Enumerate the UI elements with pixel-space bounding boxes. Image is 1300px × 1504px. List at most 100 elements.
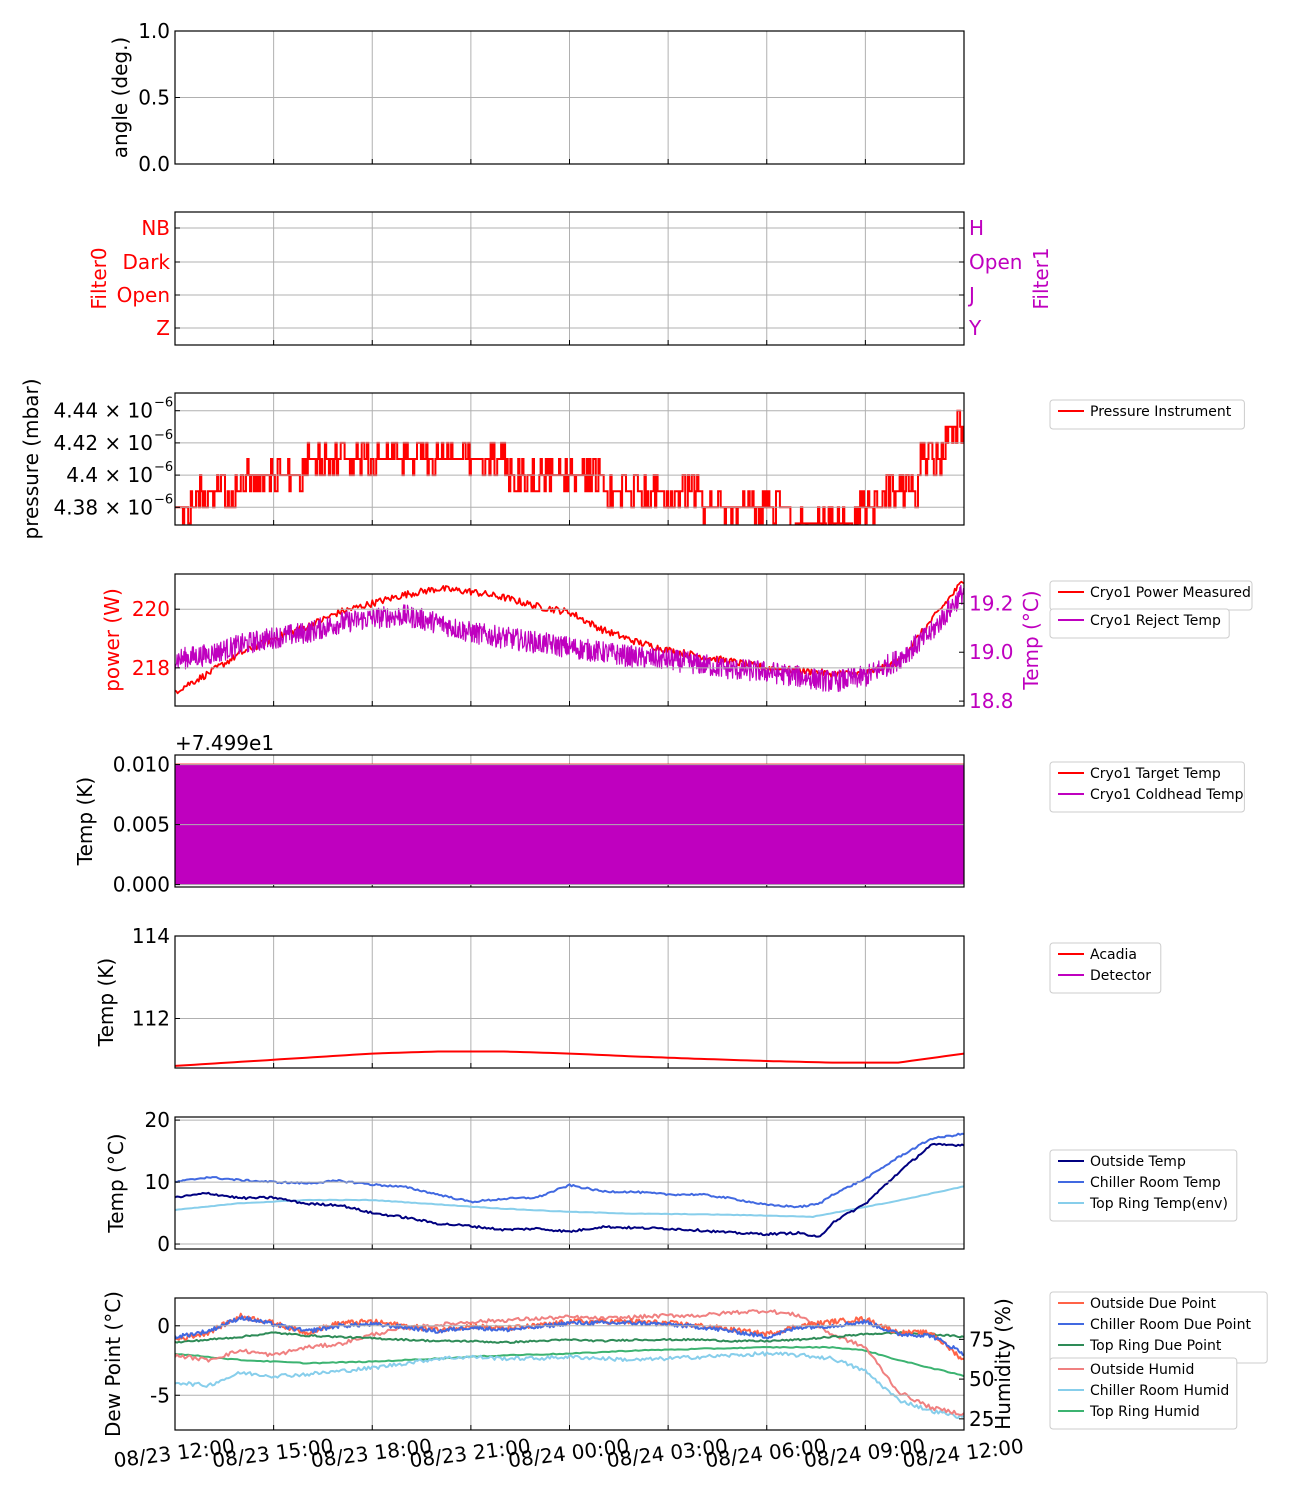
y-tick-label: 0 (157, 1314, 170, 1338)
legend: Acadia Detector (1049, 942, 1162, 994)
y-offset-text: +7.499e1 (175, 731, 274, 755)
legend: Outside Humid Chiller Room Humid Top Ring … (1049, 1357, 1238, 1430)
plot-border (174, 754, 965, 888)
y-tick-label: Open (117, 283, 170, 307)
y-tick-label-right: Y (968, 316, 982, 340)
series-line-top-ring-humid (175, 1345, 964, 1378)
legend-frame (1049, 1357, 1238, 1430)
y-axis-label: Temp (K) (73, 777, 97, 866)
y-tick-label: 0.005 (113, 813, 170, 837)
y-tick-label-right: 19.0 (969, 640, 1014, 664)
legend-label: Chiller Room Temp (1090, 1175, 1221, 1191)
legend-label: Chiller Room Due Point (1090, 1317, 1251, 1333)
panel-pressure: 4.38 × 10 −64.4 × 10 −64.42 × 10 −64.44 × 1… (19, 378, 1245, 540)
series-line-cryo1-reject-temp (175, 584, 964, 693)
legend-label: Cryo1 Power Measured (1090, 585, 1251, 601)
y-axis-label-right: Temp (°C) (1019, 590, 1043, 690)
plot-border (174, 30, 965, 165)
y-tick-label: 4.4 × 10 (66, 463, 153, 487)
y-tick-label-right: 25 (969, 1407, 994, 1431)
y-axis-label: angle (deg.) (108, 37, 132, 159)
y-tick-label: 218 (132, 656, 170, 680)
y-tick-label-right: 18.8 (969, 689, 1014, 713)
legend: Cryo1 Reject Temp (1049, 608, 1230, 639)
legend: Cryo1 Target Temp Cryo1 Coldhead Temp (1049, 761, 1245, 813)
y-tick-label-right: Open (969, 250, 1022, 274)
legend: Cryo1 Power Measured (1049, 580, 1253, 611)
legend: Outside Due Point Chiller Room Due Point T… (1049, 1291, 1268, 1364)
y-axis-label: power (W) (100, 588, 124, 692)
legend-frame (1049, 608, 1230, 639)
y-tick-exponent: −6 (154, 492, 173, 507)
y-axis-label: Filter0 (87, 247, 111, 309)
series-line-top-ring-temp (175, 1185, 964, 1218)
legend-label: Cryo1 Reject Temp (1090, 613, 1221, 629)
series-line-chiller-room-humid (175, 1351, 964, 1419)
y-tick-label: 20 (145, 1108, 170, 1132)
y-tick-label: 0 (157, 1232, 170, 1256)
y-tick-label: 0.010 (113, 753, 170, 777)
y-tick-label: 114 (132, 924, 170, 948)
y-axis-label: Temp (K) (94, 958, 118, 1047)
y-tick-label: 0.000 (113, 873, 170, 897)
panel-cryo_temp: 0.000 0.005 0.010+7.499e1 Temp (K) Cryo1 Tar… (73, 731, 1245, 897)
legend-label: Chiller Room Humid (1090, 1383, 1229, 1399)
plot-border (174, 1116, 965, 1250)
y-tick-label: NB (141, 216, 170, 240)
series-line-acadia (175, 1050, 964, 1067)
legend-label: Pressure Instrument (1090, 404, 1232, 420)
y-tick-label: 1.0 (138, 19, 170, 43)
legend-label: Outside Humid (1090, 1362, 1194, 1378)
y-tick-label-right: 75 (969, 1327, 994, 1351)
y-tick-label: Dark (123, 250, 171, 274)
legend-label: Top Ring Due Point (1089, 1338, 1222, 1354)
panel-filter: Z Y Open J Dark Open NB H Filter0 Filter1 (87, 211, 1053, 346)
panel-acadia: 112 114 Temp (K) Acadia Detector (94, 924, 1162, 1069)
plot-area (175, 580, 964, 695)
legend-label: Cryo1 Target Temp (1090, 766, 1221, 782)
y-axis-label-right: Humidity (%) (991, 1298, 1015, 1430)
y-axis-label: pressure (mbar) (19, 378, 43, 539)
y-tick-label: 220 (132, 597, 170, 621)
plot-area (175, 1309, 964, 1419)
y-tick-exponent: −6 (154, 396, 173, 411)
y-tick-label: -5 (150, 1383, 170, 1407)
y-axis-label: Dew Point (°C) (101, 1291, 125, 1437)
legend-label: Top Ring Temp(env) (1089, 1196, 1228, 1212)
y-tick-label-right: H (969, 216, 984, 240)
y-tick-exponent: −6 (154, 460, 173, 475)
series-line-outside-humid (175, 1309, 964, 1416)
y-tick-label: Z (156, 316, 170, 340)
plot-area (175, 1050, 964, 1067)
plot-area (175, 1132, 964, 1238)
y-tick-label-right: 50 (969, 1367, 994, 1391)
plot-border (174, 392, 965, 526)
legend: Outside Temp Chiller Room Temp Top Ring Te… (1049, 1149, 1238, 1222)
plot-border (174, 573, 965, 707)
panel-outside: 0 10 20 Temp (°C) Outside Temp Chiller Room T… (104, 1108, 1238, 1256)
series-line-top-ring-due-point (175, 1331, 964, 1344)
y-tick-label: 10 (145, 1170, 170, 1194)
y-tick-exponent: −6 (154, 428, 173, 443)
y-axis-label-right: Filter1 (1029, 247, 1053, 309)
legend-label: Detector (1090, 968, 1151, 984)
plot-border (174, 1297, 965, 1431)
series-line-outside-temp (175, 1142, 964, 1238)
legend-frame (1049, 399, 1245, 430)
plot-border (174, 211, 965, 346)
legend-frame (1049, 1149, 1238, 1222)
legend-label: Outside Temp (1090, 1154, 1186, 1170)
y-tick-label-right: 19.2 (969, 591, 1014, 615)
y-axis-label: Temp (°C) (104, 1133, 128, 1233)
legend-frame (1049, 761, 1245, 813)
y-tick-label: 0.5 (138, 86, 170, 110)
y-tick-label: 4.38 × 10 (54, 495, 153, 519)
series-line-chiller-room-due-point (175, 1315, 964, 1356)
legend: Pressure Instrument (1049, 399, 1245, 430)
panel-cryo_power: 218 220 18.8 19.0 19.2 power (W) Temp (°C) Cryo… (100, 573, 1253, 713)
panel-dewpoint: -5 0 25 50 75 Dew Point (°C) Humidity (%) Outsi… (101, 1291, 1268, 1437)
y-tick-label: 4.44 × 10 (54, 399, 153, 423)
